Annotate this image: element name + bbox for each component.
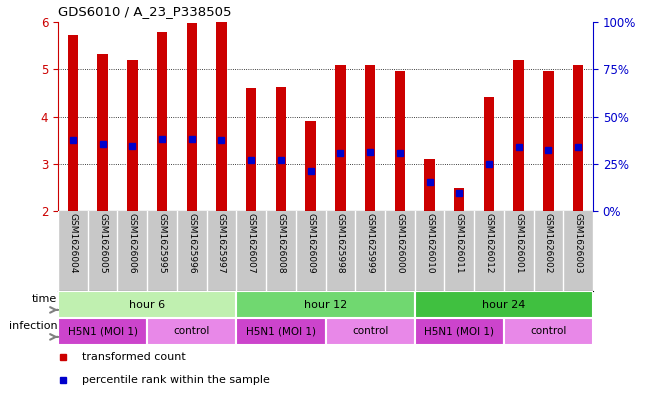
Text: hour 12: hour 12 [304, 299, 347, 310]
Text: GSM1626007: GSM1626007 [247, 213, 256, 274]
Text: hour 6: hour 6 [129, 299, 165, 310]
Bar [484, 97, 494, 211]
Text: GDS6010 / A_23_P338505: GDS6010 / A_23_P338505 [58, 5, 232, 18]
Bar [335, 66, 346, 211]
Text: GSM1626009: GSM1626009 [306, 213, 315, 274]
Bar [573, 66, 583, 211]
Bar [424, 159, 435, 211]
Text: GSM1625995: GSM1625995 [158, 213, 167, 274]
Text: H5N1 (MOI 1): H5N1 (MOI 1) [246, 327, 316, 336]
Text: GSM1626004: GSM1626004 [68, 213, 77, 274]
Text: GSM1626003: GSM1626003 [574, 213, 583, 274]
Text: control: control [530, 327, 566, 336]
Text: infection: infection [8, 321, 57, 331]
Text: GSM1626001: GSM1626001 [514, 213, 523, 274]
Text: GSM1626006: GSM1626006 [128, 213, 137, 274]
Bar [187, 23, 197, 211]
Bar [98, 54, 108, 211]
Bar [454, 188, 464, 211]
Bar [58, 291, 236, 318]
Bar [276, 87, 286, 211]
Bar [216, 22, 227, 211]
Text: hour 24: hour 24 [482, 299, 525, 310]
Bar [395, 71, 405, 211]
Bar [326, 318, 415, 345]
Text: control: control [174, 327, 210, 336]
Text: GSM1625996: GSM1625996 [187, 213, 196, 274]
Bar [415, 291, 593, 318]
Bar [514, 60, 524, 211]
Text: transformed count: transformed count [82, 352, 186, 362]
Bar [305, 121, 316, 211]
Bar [147, 318, 236, 345]
Text: control: control [352, 327, 388, 336]
Text: GSM1625998: GSM1625998 [336, 213, 345, 274]
Bar [246, 88, 256, 211]
Text: percentile rank within the sample: percentile rank within the sample [82, 375, 270, 385]
Text: GSM1626010: GSM1626010 [425, 213, 434, 274]
Bar [236, 291, 415, 318]
Text: H5N1 (MOI 1): H5N1 (MOI 1) [68, 327, 137, 336]
Bar [504, 318, 593, 345]
Text: time: time [32, 294, 57, 304]
Bar [415, 318, 504, 345]
Bar [68, 35, 78, 211]
Text: GSM1626002: GSM1626002 [544, 213, 553, 274]
Text: GSM1625999: GSM1625999 [366, 213, 374, 274]
Bar [543, 71, 553, 211]
Bar [365, 64, 375, 211]
Text: GSM1626000: GSM1626000 [395, 213, 404, 274]
Bar [236, 318, 326, 345]
Text: GSM1626011: GSM1626011 [455, 213, 464, 274]
Text: GSM1625997: GSM1625997 [217, 213, 226, 274]
Bar [58, 318, 147, 345]
Text: GSM1626008: GSM1626008 [277, 213, 285, 274]
Text: GSM1626012: GSM1626012 [484, 213, 493, 274]
Bar [157, 32, 167, 211]
Text: H5N1 (MOI 1): H5N1 (MOI 1) [424, 327, 494, 336]
Bar [127, 60, 137, 211]
Text: GSM1626005: GSM1626005 [98, 213, 107, 274]
